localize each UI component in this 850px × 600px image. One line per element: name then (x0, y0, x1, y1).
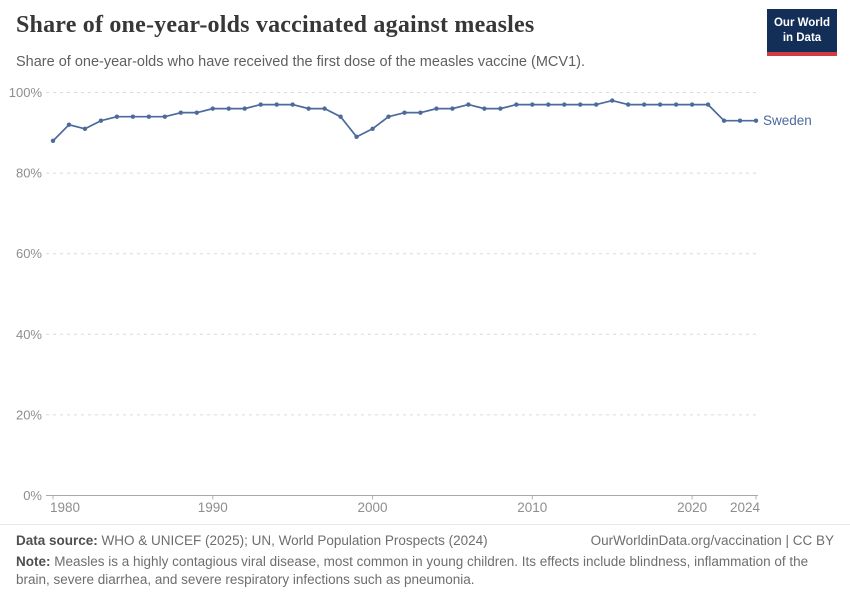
data-point[interactable] (482, 106, 487, 111)
data-point[interactable] (594, 102, 599, 107)
data-point[interactable] (114, 114, 120, 119)
data-point[interactable] (82, 126, 88, 131)
chart-note: Note: Measles is a highly contagious vir… (16, 553, 834, 589)
data-point[interactable] (194, 110, 199, 115)
y-tick-label: 40% (16, 327, 42, 342)
data-point[interactable] (466, 102, 471, 107)
data-point[interactable] (178, 110, 184, 115)
data-point[interactable] (625, 102, 631, 107)
x-tick-label: 2000 (358, 500, 388, 515)
y-tick-label: 80% (16, 166, 42, 181)
data-point[interactable] (274, 102, 279, 107)
x-tick-label: 1980 (50, 500, 80, 515)
data-point[interactable] (514, 102, 519, 107)
data-point[interactable] (370, 126, 375, 131)
data-point[interactable] (146, 114, 152, 119)
x-tick-label: 1990 (198, 500, 228, 515)
data-point[interactable] (226, 106, 231, 111)
data-point[interactable] (753, 118, 759, 123)
note-text: Measles is a highly contagious viral dis… (16, 554, 809, 588)
page-title: Share of one-year-olds vaccinated agains… (16, 12, 535, 38)
note-label: Note: (16, 554, 51, 569)
data-point[interactable] (498, 106, 503, 111)
y-tick-label: 20% (16, 407, 42, 422)
footer-citation-link[interactable]: OurWorldinData.org/vaccination | CC BY (590, 533, 834, 548)
data-point[interactable] (721, 118, 727, 123)
data-point[interactable] (386, 114, 391, 119)
y-tick-label: 0% (23, 488, 42, 503)
data-point[interactable] (546, 102, 551, 107)
data-point[interactable] (705, 102, 711, 107)
data-point[interactable] (434, 106, 439, 111)
data-point[interactable] (130, 114, 136, 119)
data-point[interactable] (50, 138, 56, 144)
data-point[interactable] (402, 110, 407, 115)
data-point[interactable] (673, 102, 679, 107)
y-tick-label: 100% (9, 85, 43, 100)
data-point[interactable] (418, 110, 423, 115)
x-tick-label: 2024 (730, 500, 761, 515)
data-point[interactable] (657, 102, 663, 107)
data-source-line: Data source: WHO & UNICEF (2025); UN, Wo… (16, 533, 488, 548)
data-point[interactable] (450, 106, 455, 111)
data-point[interactable] (737, 118, 743, 123)
logo-line2: in Data (782, 31, 822, 44)
data-point[interactable] (562, 102, 567, 107)
data-point[interactable] (689, 102, 695, 107)
data-point[interactable] (66, 122, 72, 127)
data-point[interactable] (641, 102, 647, 107)
data-point[interactable] (530, 102, 535, 107)
data-line-sweden[interactable] (52, 99, 756, 142)
data-point[interactable] (306, 106, 311, 111)
chart-footer: Data source: WHO & UNICEF (2025); UN, Wo… (0, 524, 850, 589)
data-point[interactable] (578, 102, 583, 107)
data-point[interactable] (290, 102, 295, 107)
data-point[interactable] (354, 134, 359, 140)
data-source-text: WHO & UNICEF (2025); UN, World Populatio… (101, 533, 488, 548)
x-tick-label: 2010 (517, 500, 547, 515)
x-tick-label: 2020 (677, 500, 707, 515)
data-point[interactable] (610, 98, 615, 103)
y-tick-label: 60% (16, 246, 42, 261)
data-point[interactable] (210, 106, 215, 111)
data-point[interactable] (242, 106, 247, 111)
data-point[interactable] (162, 114, 168, 119)
series-label-sweden[interactable]: Sweden (763, 113, 812, 128)
data-point[interactable] (322, 106, 327, 111)
logo-line1: Our World (773, 17, 830, 29)
data-source-label: Data source: (16, 533, 98, 548)
chart-subtitle: Share of one-year-olds who have received… (16, 54, 585, 70)
owid-logo[interactable]: Our World in Data (767, 9, 837, 56)
data-point[interactable] (338, 114, 343, 119)
data-point[interactable] (258, 102, 263, 107)
data-point[interactable] (98, 118, 104, 123)
